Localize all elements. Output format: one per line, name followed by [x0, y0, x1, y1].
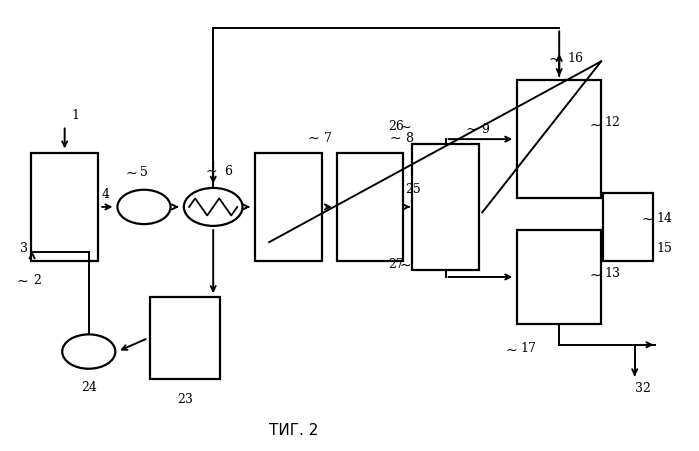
- Text: ~: ~: [389, 132, 401, 146]
- Text: 13: 13: [605, 266, 621, 279]
- Text: ~: ~: [205, 165, 217, 179]
- Text: 26: 26: [388, 120, 404, 133]
- Text: 5: 5: [140, 166, 148, 179]
- Text: ~: ~: [549, 53, 561, 67]
- FancyBboxPatch shape: [150, 298, 220, 379]
- Text: 27: 27: [388, 258, 404, 270]
- Text: 2: 2: [34, 273, 41, 286]
- Text: ~: ~: [399, 120, 411, 134]
- Text: 24: 24: [81, 380, 96, 393]
- Circle shape: [62, 335, 115, 369]
- Text: ~: ~: [505, 343, 517, 356]
- Text: 9: 9: [481, 122, 489, 135]
- Text: 14: 14: [656, 211, 672, 224]
- Circle shape: [117, 190, 171, 225]
- Text: 32: 32: [635, 381, 651, 394]
- Text: 7: 7: [324, 131, 331, 144]
- Text: 15: 15: [656, 242, 672, 254]
- Text: ~: ~: [16, 274, 28, 288]
- Text: 1: 1: [71, 109, 80, 122]
- Text: 25: 25: [405, 183, 421, 196]
- Text: ΤИГ. 2: ΤИГ. 2: [269, 423, 318, 437]
- FancyBboxPatch shape: [412, 144, 479, 271]
- Text: ~: ~: [125, 166, 137, 180]
- Text: 8: 8: [405, 131, 413, 144]
- FancyBboxPatch shape: [603, 194, 653, 262]
- FancyBboxPatch shape: [255, 153, 322, 262]
- FancyBboxPatch shape: [517, 230, 601, 325]
- Circle shape: [184, 189, 243, 226]
- Text: ~: ~: [308, 132, 319, 146]
- Text: ~: ~: [641, 213, 653, 226]
- Text: 16: 16: [568, 52, 584, 65]
- Text: 4: 4: [101, 188, 109, 200]
- Text: 23: 23: [178, 392, 193, 405]
- FancyBboxPatch shape: [517, 81, 601, 198]
- Text: 17: 17: [521, 342, 537, 354]
- Text: 12: 12: [605, 116, 621, 129]
- Text: ~: ~: [465, 123, 477, 137]
- Text: 3: 3: [20, 242, 28, 254]
- Text: ~: ~: [589, 268, 601, 282]
- Text: ~: ~: [589, 119, 601, 133]
- FancyBboxPatch shape: [337, 153, 403, 262]
- FancyBboxPatch shape: [31, 153, 98, 262]
- Text: ~: ~: [399, 258, 411, 272]
- Text: 6: 6: [224, 164, 231, 177]
